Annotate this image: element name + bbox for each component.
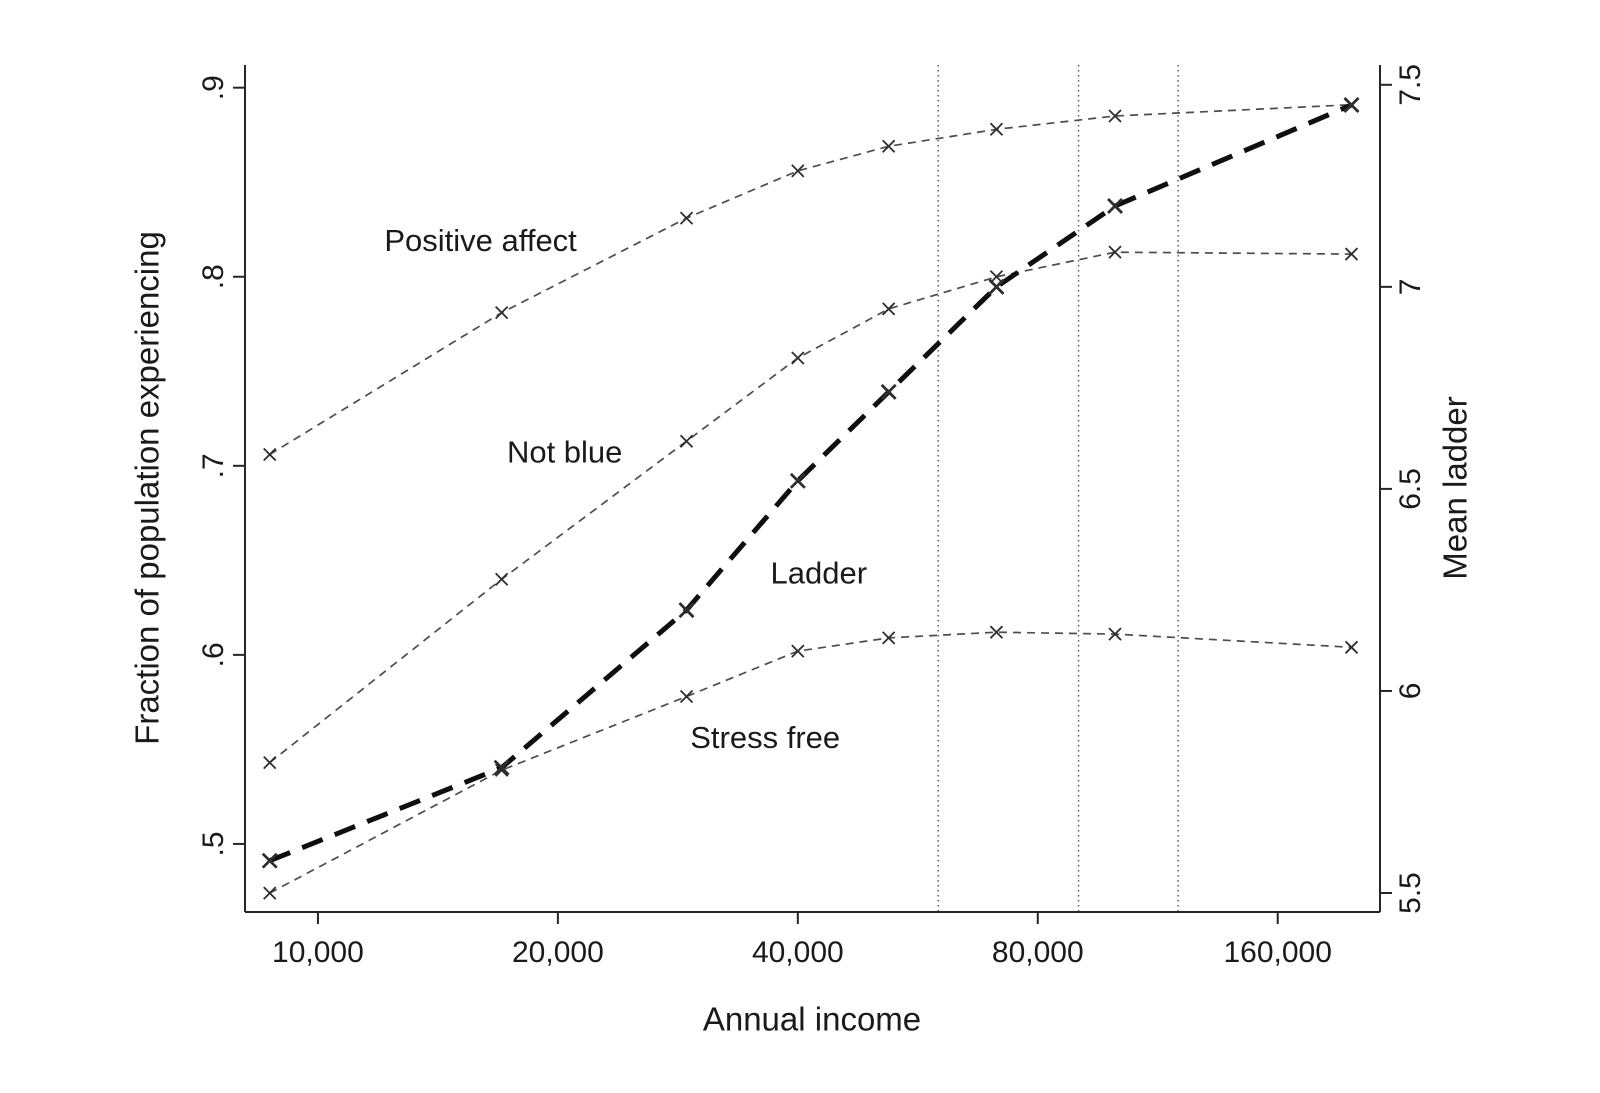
marker-x-ladder: [1107, 198, 1124, 215]
y-right-tick-label: 5.5: [1394, 872, 1427, 914]
series-line-positive-affect: [269, 103, 1352, 456]
marker-x-ladder: [261, 852, 278, 869]
y-right-tick-label: 7: [1394, 279, 1427, 296]
y-left-tick-label: .7: [197, 453, 230, 478]
marker-x-not-blue: [882, 302, 896, 316]
y-left-tick-label: .9: [197, 75, 230, 100]
y-left-tick-label: .6: [197, 642, 230, 667]
marker-x-ladder: [493, 759, 510, 776]
series-line-not-blue: [269, 251, 1352, 764]
y-right-tick-label: 7.5: [1394, 64, 1427, 106]
marker-x-stress-free: [679, 689, 694, 704]
x-tick-label: 20,000: [512, 936, 604, 969]
x-axis-title: Annual income: [703, 1001, 921, 1038]
marker-x-ladder: [1343, 97, 1360, 113]
x-tick-label: 80,000: [992, 936, 1084, 969]
y-left-axis-title: Fraction of population experiencing: [129, 231, 166, 745]
y-left-tick-label: .8: [197, 264, 230, 289]
x-tick-label: 40,000: [752, 936, 844, 969]
marker-x-positive-affect: [791, 164, 805, 178]
marker-x-stress-free: [882, 631, 896, 645]
x-tick-label: 10,000: [272, 936, 364, 969]
y-right-axis-title: Mean ladder: [1437, 396, 1474, 579]
series-label-positive-affect: Positive affect: [384, 223, 577, 258]
marker-x-stress-free: [1108, 627, 1122, 641]
marker-x-ladder: [988, 278, 1005, 295]
series-line-stress-free: [269, 631, 1352, 894]
marker-x-positive-affect: [679, 211, 694, 225]
y-right-tick-label: 6.5: [1394, 468, 1427, 510]
marker-x-positive-affect: [494, 306, 509, 320]
x-tick-label: 160,000: [1223, 936, 1331, 969]
marker-x-not-blue: [1108, 245, 1122, 259]
marker-x-not-blue: [494, 572, 509, 586]
marker-x-positive-affect: [989, 122, 1004, 136]
series-label-stress-free: Stress free: [690, 720, 840, 755]
marker-x-ladder: [678, 602, 695, 619]
marker-x-ladder: [880, 383, 897, 400]
marker-x-positive-affect: [882, 139, 896, 153]
marker-x-stress-free: [989, 625, 1004, 639]
marker-x-stress-free: [1344, 640, 1359, 654]
marker-x-positive-affect: [263, 447, 277, 462]
series-label-not-blue: Not blue: [507, 435, 622, 470]
marker-x-ladder: [789, 472, 806, 489]
marker-x-not-blue: [1344, 247, 1359, 261]
series-label-ladder: Ladder: [771, 556, 868, 591]
y-left-tick-label: .5: [197, 831, 230, 856]
y-right-tick-label: 6: [1394, 683, 1427, 700]
series-line-ladder: [268, 102, 1353, 864]
marker-x-positive-affect: [1108, 109, 1122, 123]
marker-x-stress-free: [791, 644, 805, 658]
marker-x-stress-free: [263, 886, 277, 900]
marker-x-not-blue: [263, 756, 277, 770]
marker-x-not-blue: [989, 270, 1004, 284]
marker-x-not-blue: [791, 351, 805, 365]
marker-x-not-blue: [679, 434, 694, 448]
